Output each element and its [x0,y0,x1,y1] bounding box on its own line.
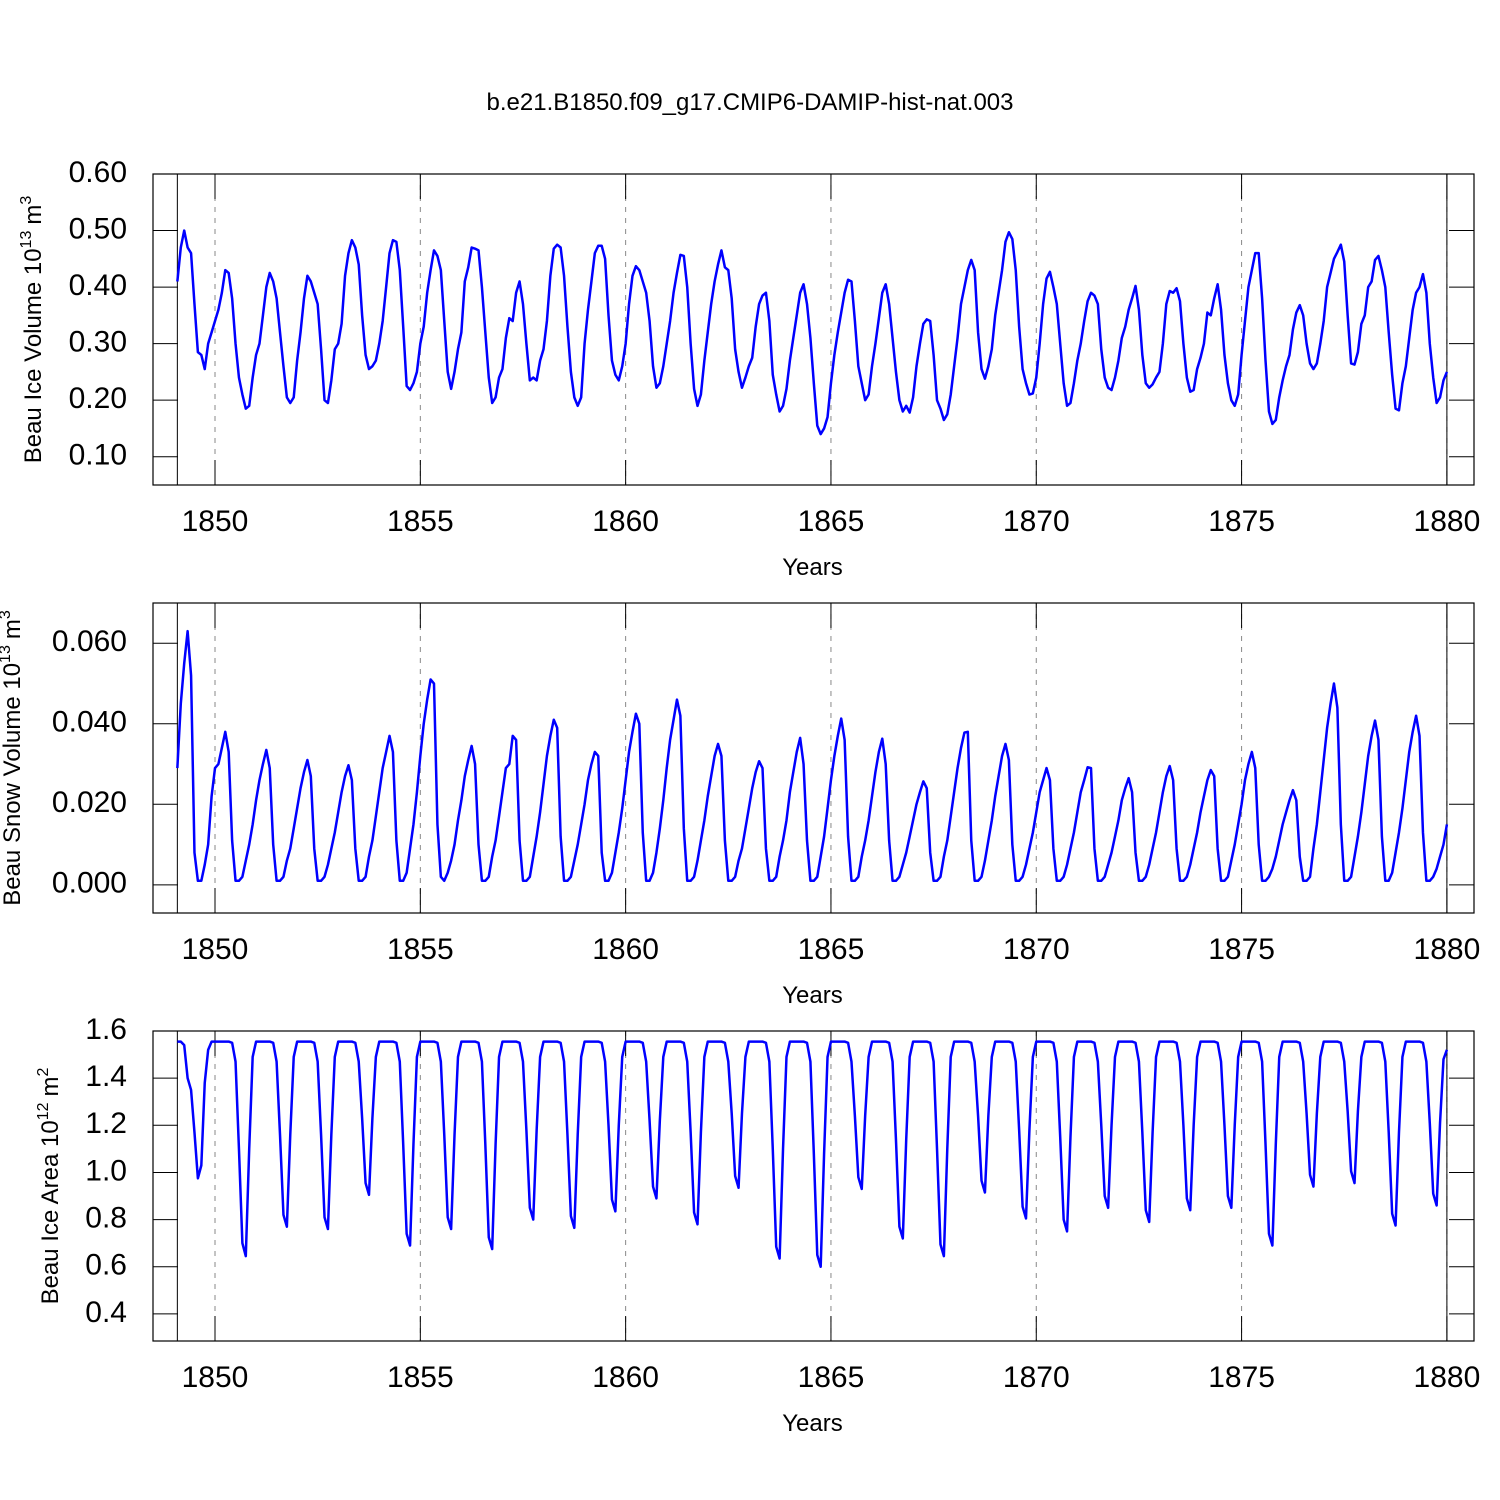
y-axis-label-exponent: 12 [35,1102,52,1120]
y-tick-label: 0.30 [69,326,127,359]
x-tick-label: 1875 [1208,933,1275,966]
x-tick-label: 1860 [592,1361,659,1394]
x-tick-label: 1880 [1414,505,1481,538]
x-tick-label: 1865 [798,505,865,538]
x-tick-label: 1850 [182,505,249,538]
y-axis-label-exponent: 13 [18,231,35,249]
data-line [176,629,1449,883]
chart-title: b.e21.B1850.f09_g17.CMIP6-DAMIP-hist-nat… [487,89,1014,116]
y-axis-label-exponent: 3 [0,610,14,619]
y-axis-label-unit: m [37,1076,64,1096]
x-axis-label: Years [782,982,843,1009]
y-tick-label: 0.8 [85,1202,127,1235]
y-axis-label-text: Beau Ice Volume 10 [20,248,47,463]
y-tick-label: 0.000 [52,867,127,900]
x-tick-label: 1860 [592,933,659,966]
y-axis-label-text: Beau Snow Volume 10 [0,663,26,906]
x-tick-label: 1855 [387,505,454,538]
x-tick-label: 1865 [798,1361,865,1394]
x-tick-label: 1855 [387,1361,454,1394]
y-tick-label: 0.60 [69,156,127,189]
x-tick-label: 1850 [182,1361,249,1394]
data-line [177,1040,1449,1268]
x-tick-label: 1850 [182,933,249,966]
y-axis-label: Beau Ice Volume 1013 m3 [18,196,47,464]
plot-frame [152,602,1475,914]
plot-frame [152,1030,1475,1342]
x-axis-label: Years [782,1410,843,1437]
y-tick-label: 0.060 [52,625,127,658]
y-axis-label-exponent: 2 [35,1067,52,1076]
x-tick-label: 1870 [1003,505,1070,538]
y-axis-label: Beau Ice Area 1012 m2 [35,1067,64,1304]
y-axis-label-exponent: 13 [0,645,14,663]
y-tick-label: 1.4 [85,1060,127,1093]
y-axis-label-text: Beau Ice Area 10 [37,1120,64,1304]
y-tick-label: 0.6 [85,1249,127,1282]
y-tick-label: 0.20 [69,382,127,415]
x-tick-label: 1860 [592,505,659,538]
plot-frame [152,173,1475,486]
y-tick-label: 0.50 [69,212,127,245]
x-tick-label: 1875 [1208,505,1275,538]
y-tick-label: 1.6 [85,1013,127,1046]
y-tick-label: 0.40 [69,269,127,302]
y-tick-label: 0.020 [52,786,127,819]
y-tick-label: 0.4 [85,1296,127,1329]
x-tick-label: 1870 [1003,933,1070,966]
y-axis-label: Beau Snow Volume 1013 m3 [0,610,26,906]
x-tick-label: 1875 [1208,1361,1275,1394]
x-axis-label: Years [782,554,843,581]
y-axis-label-unit: m [0,619,26,639]
x-tick-label: 1855 [387,933,454,966]
y-axis-label-unit: m [20,205,47,225]
y-tick-label: 1.2 [85,1107,127,1140]
data-line [176,229,1449,436]
y-axis-label-exponent: 3 [18,196,35,205]
x-tick-label: 1865 [798,933,865,966]
x-tick-label: 1870 [1003,1361,1070,1394]
x-tick-label: 1880 [1414,933,1481,966]
x-tick-label: 1880 [1414,1361,1481,1394]
y-tick-label: 1.0 [85,1154,127,1187]
y-tick-label: 0.10 [69,439,127,472]
y-tick-label: 0.040 [52,706,127,739]
